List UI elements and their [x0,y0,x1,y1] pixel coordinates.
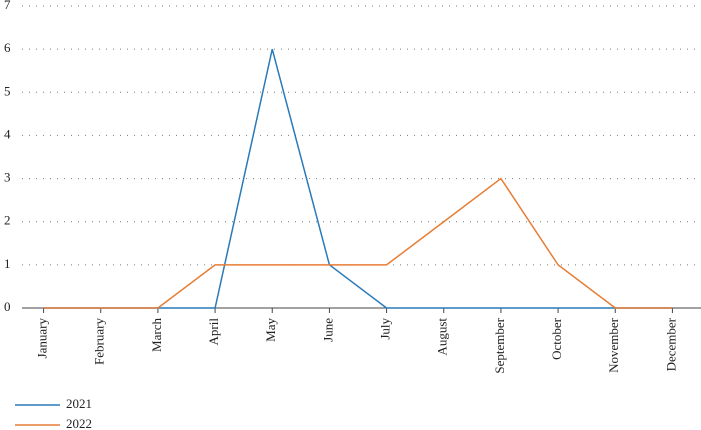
x-tick-label: February [92,318,107,365]
x-tick-label: November [606,317,621,373]
y-tick-label: 5 [4,83,11,98]
x-tick-label: May [263,318,278,342]
y-tick-label: 7 [4,0,11,12]
x-tick-label: January [35,318,50,359]
x-tick-label: April [206,318,221,346]
y-tick-label: 4 [4,126,11,141]
x-tick-label: June [320,318,335,342]
y-tick-label: 6 [4,40,11,55]
x-tick-label: September [492,317,507,373]
x-tick-label: October [549,317,564,360]
x-tick-label: December [663,317,678,371]
y-tick-label: 3 [4,170,11,185]
y-tick-label: 2 [4,213,11,228]
legend-label: 2021 [66,396,92,411]
legend-label: 2022 [66,416,92,430]
x-tick-label: March [149,318,164,352]
y-tick-label: 1 [4,256,11,271]
series-line [43,177,673,309]
y-tick-label: 0 [4,299,11,314]
x-tick-label: August [435,318,450,356]
x-tick-label: July [378,318,393,340]
